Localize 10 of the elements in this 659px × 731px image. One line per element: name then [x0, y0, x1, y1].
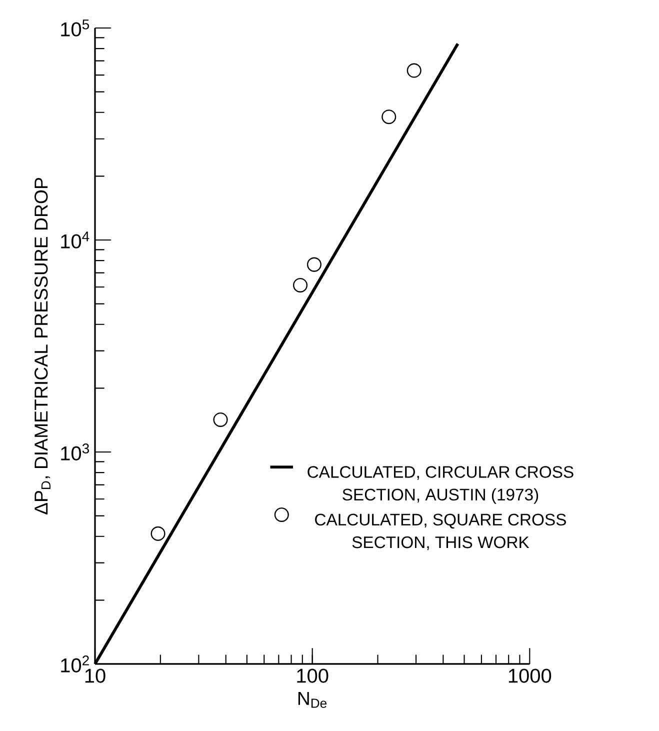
y-tick-label: 10$^{4}$: [61, 232, 90, 248]
y-tick-label: 10$^{5}$: [61, 20, 90, 36]
x-tick-label: 100: [297, 668, 328, 683]
legend-label: CALCULATED, CIRCULAR CROSS SECTION, AUSTIN (1973): [308, 466, 574, 504]
x-axis-title: N$_{De}$: [298, 692, 327, 708]
x-tick-label: 10: [85, 668, 106, 683]
legend-label: CALCULATED, SQUARE CROSS SECTION, THIS WORK: [315, 514, 566, 550]
y-tick-label: 10$^{3}$: [61, 444, 90, 460]
y-axis-title: ΔP$_{D}$, DIAMETRICAL PRESSURE DROP: [34, 178, 50, 514]
x-tick-label: 1000: [508, 668, 552, 683]
